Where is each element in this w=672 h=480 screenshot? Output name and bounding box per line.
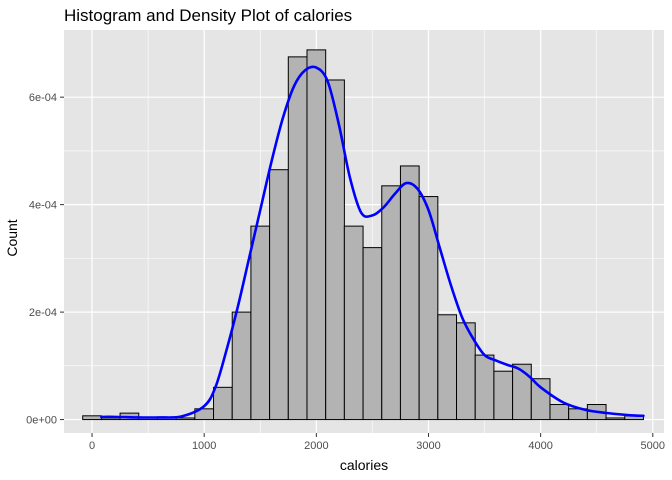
x-tick-label: 4000: [528, 440, 552, 452]
y-axis-title: Count: [4, 219, 20, 256]
histogram-bar: [269, 169, 289, 421]
x-tick-label: 3000: [416, 440, 440, 452]
x-tick-label: 0: [89, 440, 95, 452]
histogram-bar: [418, 196, 439, 421]
histogram-bar: [381, 185, 401, 421]
histogram-bar: [250, 225, 271, 421]
histogram-bars: [82, 49, 644, 421]
histogram-bar: [213, 386, 233, 421]
x-tick-label: 5000: [641, 440, 665, 452]
y-tick-label: 2e-04: [29, 307, 57, 319]
histogram-bar: [343, 225, 364, 421]
histogram-bar: [605, 417, 626, 421]
y-tick-label: 6e-04: [29, 92, 57, 104]
histogram-bar: [437, 314, 458, 421]
histogram-bar: [306, 49, 327, 421]
histogram-bar: [512, 363, 532, 421]
histogram-bar: [549, 404, 570, 421]
density-curve: [100, 65, 645, 419]
y-tick-label: 0e+00: [26, 415, 57, 427]
x-axis-ticks: 0 1000 2000 3000 4000 5000: [89, 433, 665, 452]
histogram-bar: [493, 370, 514, 421]
histogram-bar: [399, 165, 420, 421]
histogram-bar: [530, 378, 551, 421]
histogram-bar: [474, 354, 495, 421]
histogram-bar: [287, 56, 308, 421]
x-tick-label: 1000: [192, 440, 216, 452]
chart-title: Histogram and Density Plot of calories: [64, 6, 352, 25]
y-axis-ticks: 0e+00 2e-04 4e-04 6e-04: [26, 92, 64, 427]
x-axis-title: calories: [340, 457, 388, 473]
histogram-bar: [82, 415, 102, 421]
y-tick-label: 4e-04: [29, 200, 57, 212]
x-tick-label: 2000: [304, 440, 328, 452]
histogram-bar: [231, 311, 252, 421]
histogram-bar: [362, 247, 383, 421]
